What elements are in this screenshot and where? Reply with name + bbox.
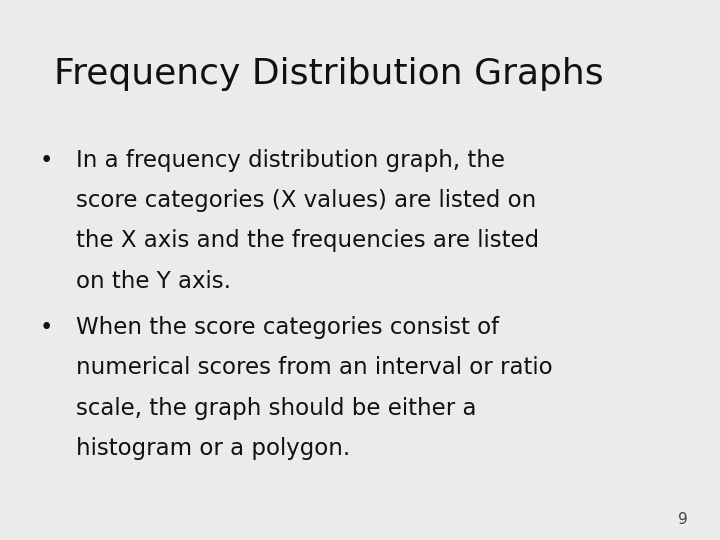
Text: •: • — [40, 148, 53, 172]
Text: the X axis and the frequencies are listed: the X axis and the frequencies are liste… — [76, 230, 539, 253]
Text: on the Y axis.: on the Y axis. — [76, 270, 230, 293]
Text: Frequency Distribution Graphs: Frequency Distribution Graphs — [54, 57, 603, 91]
Text: 9: 9 — [678, 511, 688, 526]
Text: numerical scores from an interval or ratio: numerical scores from an interval or rat… — [76, 356, 552, 380]
Text: histogram or a polygon.: histogram or a polygon. — [76, 437, 350, 461]
Text: In a frequency distribution graph, the: In a frequency distribution graph, the — [76, 148, 505, 172]
Text: score categories (X values) are listed on: score categories (X values) are listed o… — [76, 189, 536, 212]
Text: •: • — [40, 316, 53, 339]
Text: When the score categories consist of: When the score categories consist of — [76, 316, 499, 339]
Text: scale, the graph should be either a: scale, the graph should be either a — [76, 397, 476, 420]
